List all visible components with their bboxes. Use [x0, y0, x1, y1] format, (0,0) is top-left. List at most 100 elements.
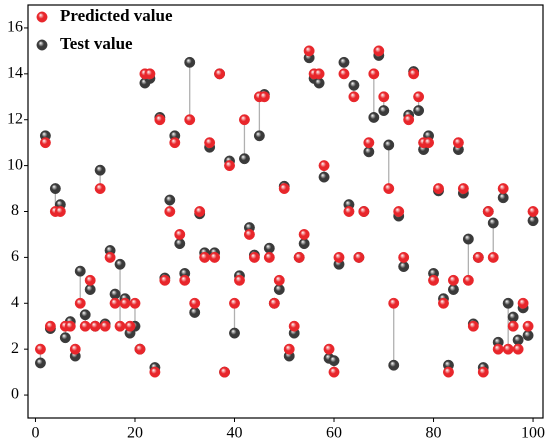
- point: [413, 91, 425, 103]
- point: [268, 297, 280, 309]
- point: [368, 111, 380, 123]
- point: [114, 320, 126, 332]
- point: [507, 320, 519, 332]
- point: [189, 307, 201, 318]
- point: [428, 274, 439, 286]
- point: [74, 265, 86, 277]
- point: [34, 357, 46, 369]
- legend-label: Test value: [60, 34, 133, 53]
- point: [433, 183, 444, 195]
- legend-marker: [36, 39, 48, 51]
- point: [174, 228, 186, 240]
- point: [119, 297, 131, 309]
- point: [452, 137, 464, 149]
- point: [109, 297, 121, 309]
- point: [447, 274, 459, 286]
- point: [154, 114, 166, 126]
- point: [328, 366, 340, 378]
- x-tick-label: 60: [326, 425, 342, 442]
- point: [134, 343, 146, 355]
- point: [164, 194, 176, 206]
- y-tick-label: 10: [7, 156, 23, 173]
- point: [343, 206, 355, 217]
- point: [368, 68, 380, 80]
- point: [497, 183, 509, 195]
- point: [199, 251, 211, 263]
- point: [408, 68, 420, 80]
- point: [363, 137, 375, 149]
- point: [114, 258, 126, 270]
- point: [248, 251, 260, 263]
- point: [164, 206, 176, 217]
- point: [278, 183, 290, 195]
- point: [393, 206, 405, 217]
- point: [209, 251, 221, 263]
- point: [243, 228, 255, 240]
- y-tick-label: 8: [11, 202, 19, 219]
- y-tick-label: 6: [11, 248, 19, 265]
- point: [348, 79, 360, 91]
- point: [328, 355, 340, 367]
- legend-label: Predicted value: [60, 6, 173, 25]
- point: [49, 183, 61, 195]
- point: [472, 251, 484, 263]
- y-tick-label: 4: [11, 294, 19, 311]
- point: [522, 329, 534, 341]
- point: [253, 130, 265, 142]
- x-tick-label: 80: [426, 425, 442, 442]
- point: [39, 137, 51, 149]
- point: [502, 297, 514, 309]
- x-tick-label: 0: [31, 425, 39, 442]
- point: [323, 343, 335, 355]
- point: [482, 206, 494, 217]
- point: [184, 56, 196, 68]
- x-tick-label: 20: [127, 425, 143, 442]
- point: [84, 274, 96, 286]
- point: [298, 238, 310, 250]
- point: [189, 297, 201, 309]
- point: [263, 242, 275, 254]
- point: [398, 251, 410, 263]
- point: [84, 284, 96, 295]
- point: [378, 105, 390, 116]
- point: [159, 274, 171, 286]
- point: [457, 183, 469, 195]
- point: [318, 171, 330, 183]
- point: [224, 160, 235, 172]
- point: [447, 284, 459, 295]
- point: [507, 311, 519, 323]
- point: [413, 105, 425, 116]
- point: [34, 343, 46, 355]
- point: [438, 297, 449, 309]
- point: [318, 160, 330, 172]
- point: [238, 114, 250, 126]
- point: [94, 183, 106, 195]
- point: [69, 343, 81, 355]
- point: [353, 251, 365, 263]
- point: [517, 297, 529, 309]
- x-tick-label: 100: [521, 425, 545, 442]
- point: [283, 343, 295, 355]
- point: [238, 153, 250, 165]
- point: [263, 251, 275, 263]
- point: [462, 274, 474, 286]
- point: [64, 320, 76, 332]
- point: [89, 320, 101, 332]
- point: [293, 251, 305, 263]
- point: [124, 320, 136, 332]
- y-tick-label: 12: [7, 110, 23, 127]
- point: [527, 206, 539, 217]
- y-tick-label: 14: [7, 65, 23, 82]
- point: [497, 192, 509, 204]
- y-tick-label: 16: [7, 19, 23, 36]
- legend-marker: [36, 11, 48, 23]
- point: [99, 320, 111, 332]
- point: [59, 332, 71, 344]
- point: [298, 228, 310, 240]
- point: [94, 164, 106, 176]
- point: [149, 366, 161, 378]
- point: [109, 288, 121, 300]
- point: [174, 238, 186, 250]
